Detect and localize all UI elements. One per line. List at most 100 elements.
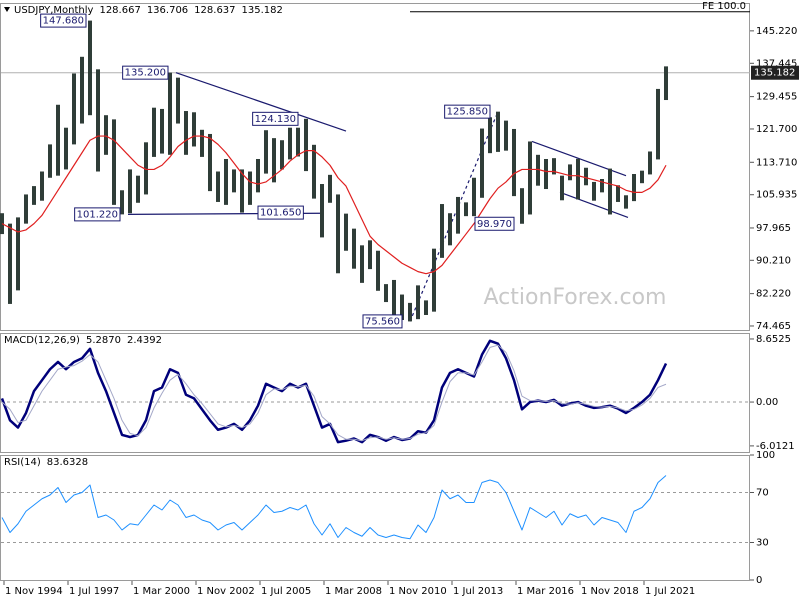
- annotation-box: [252, 111, 299, 126]
- y-tick-label: 0: [756, 575, 762, 586]
- price-bar: [160, 108, 164, 154]
- annotation-box: [257, 205, 304, 220]
- price-bar: [440, 204, 444, 258]
- trendline: [409, 111, 499, 322]
- fe-level-label: FE 100.0: [702, 1, 746, 12]
- trendline: [175, 72, 347, 132]
- price-bar: [144, 142, 148, 195]
- price-bar: [224, 158, 228, 205]
- price-bar: [376, 250, 380, 291]
- moving-average: [1, 135, 667, 275]
- watermark: ActionForex.com: [484, 285, 667, 310]
- panel-title: MACD(12,26,9): [4, 335, 80, 346]
- y-tick-label: 30: [756, 538, 769, 549]
- price-bar: [8, 223, 12, 304]
- price-bar: [24, 194, 28, 224]
- header-value: 135.182: [242, 5, 283, 16]
- price-bar: [432, 248, 436, 312]
- x-tick-label: 1 Nov 2010: [389, 586, 447, 597]
- x-tick-label: 1 Jul 2013: [453, 586, 503, 597]
- price-bar: [488, 117, 492, 154]
- price-bar: [664, 66, 668, 101]
- x-tick-label: 1 Mar 2016: [517, 586, 574, 597]
- trendline: [559, 191, 629, 218]
- x-tick-label: 1 Jul 2005: [261, 586, 311, 597]
- price-annotation: 135.200: [125, 68, 166, 79]
- y-tick-label: 74.465: [756, 321, 791, 332]
- price-bar: [56, 104, 60, 176]
- price-bar: [304, 118, 308, 172]
- price-bar: [208, 133, 212, 192]
- x-tick-label: 1 Nov 2002: [197, 586, 255, 597]
- price-annotation: 98.970: [477, 219, 512, 230]
- y-tick-label: 82.220: [756, 289, 791, 300]
- last-price-label: 135.182: [754, 68, 795, 79]
- price-bar: [624, 195, 628, 209]
- annotation-box: [122, 65, 169, 80]
- price-bar: [104, 115, 108, 155]
- price-bar: [32, 186, 36, 205]
- price-bar: [544, 158, 548, 190]
- x-tick-label: 1 Nov 2018: [581, 586, 639, 597]
- x-tick-label: 1 Jul 1997: [69, 586, 119, 597]
- macd-line: [1, 344, 667, 442]
- price-bar: [256, 158, 260, 193]
- y-tick-label: 129.455: [756, 92, 797, 103]
- price-bar: [448, 213, 452, 246]
- price-bar: [320, 184, 324, 238]
- price-bar: [584, 167, 588, 186]
- annotation-box: [362, 314, 403, 329]
- price-bar: [48, 144, 52, 178]
- x-tick-label: 1 Mar 2008: [325, 586, 382, 597]
- price-bar: [184, 111, 188, 155]
- header-value: 128.667: [99, 5, 140, 16]
- price-bar: [200, 129, 204, 157]
- price-annotation: 124.130: [255, 114, 296, 125]
- price-bar: [528, 141, 532, 215]
- y-tick-label: 97.965: [756, 223, 791, 234]
- price-bar: [656, 88, 660, 160]
- macd-panel-frame: [0, 333, 750, 453]
- price-annotation: 75.560: [365, 316, 400, 327]
- price-bar: [464, 202, 468, 217]
- price-bar: [80, 56, 84, 124]
- y-tick-label: 145.220: [756, 26, 797, 37]
- price-bar: [392, 279, 396, 319]
- y-tick-label: 121.700: [756, 124, 797, 135]
- y-tick-label: 105.935: [756, 190, 797, 201]
- price-bar: [520, 188, 524, 224]
- price-bar: [296, 127, 300, 157]
- price-bar: [152, 107, 156, 157]
- y-tick-label: -6.0121: [756, 441, 795, 452]
- panel-title: USDJPY,Monthly: [14, 5, 94, 16]
- header-value: 83.6328: [47, 457, 88, 468]
- price-bar: [424, 300, 428, 315]
- price-bar: [384, 284, 388, 303]
- price-bar: [408, 302, 412, 322]
- rsi-line: [1, 475, 667, 540]
- price-bar: [288, 127, 292, 160]
- price-bar: [592, 181, 596, 201]
- price-bar: [640, 170, 644, 184]
- y-tick-label: 90.210: [756, 255, 791, 266]
- price-bar: [368, 240, 372, 270]
- header-value: 5.2870: [86, 335, 121, 346]
- price-bar: [504, 120, 508, 151]
- price-bar: [648, 151, 652, 175]
- price-bar: [128, 169, 132, 214]
- panel-header: MACD(12,26,9) 5.2870 2.4392: [4, 335, 162, 346]
- price-bar: [96, 69, 100, 172]
- y-tick-label: 100: [756, 450, 775, 461]
- price-bar: [16, 217, 20, 291]
- price-bar: [616, 185, 620, 202]
- price-bar: [136, 175, 140, 203]
- price-bar: [400, 294, 404, 320]
- price-bar: [552, 158, 556, 175]
- price-bar: [560, 175, 564, 201]
- price-panel-frame: [0, 3, 750, 331]
- rsi-panel-frame: [0, 455, 750, 581]
- price-bar: [336, 194, 340, 274]
- menu-triangle[interactable]: [4, 7, 10, 12]
- price-bar: [240, 169, 244, 213]
- y-tick-label: 0.00: [756, 397, 778, 408]
